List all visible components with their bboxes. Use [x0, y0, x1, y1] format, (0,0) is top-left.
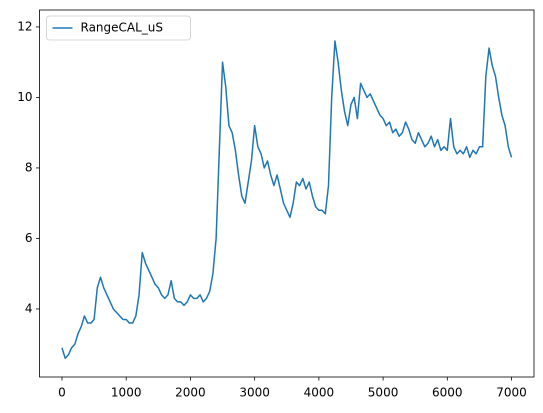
y-tick-label: 8 — [25, 160, 33, 174]
x-tick-label: 2000 — [175, 386, 206, 400]
y-tick-label: 6 — [25, 231, 33, 245]
y-tick-label: 10 — [17, 90, 32, 104]
axes-frame — [39, 9, 535, 378]
data-line — [61, 40, 513, 360]
x-tick-label: 1000 — [111, 386, 142, 400]
legend-label: RangeCAL_uS — [81, 21, 164, 35]
x-tick-label: 3000 — [239, 386, 270, 400]
x-tick-label: 6000 — [432, 386, 463, 400]
x-tick-label: 4000 — [304, 386, 335, 400]
legend: RangeCAL_uS — [46, 15, 191, 41]
y-tick-label: 12 — [17, 19, 32, 33]
x-tick-label: 5000 — [368, 386, 399, 400]
x-tick-label: 0 — [58, 386, 66, 400]
legend-box — [46, 15, 191, 41]
y-tick-label: 4 — [25, 301, 33, 315]
x-tick-label: 7000 — [496, 386, 527, 400]
